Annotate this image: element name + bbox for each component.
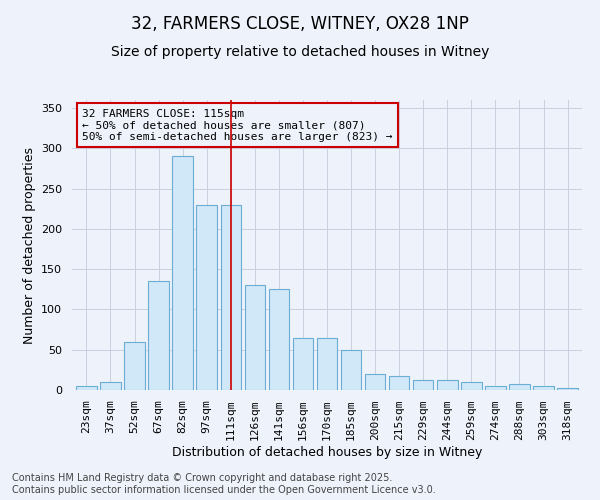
Y-axis label: Number of detached properties: Number of detached properties (23, 146, 35, 344)
Bar (533, 386, 554, 390)
Text: 32 FARMERS CLOSE: 115sqm
← 50% of detached houses are smaller (807)
50% of semi-: 32 FARMERS CLOSE: 115sqm ← 50% of detach… (82, 108, 392, 142)
Text: 32, FARMERS CLOSE, WITNEY, OX28 1NP: 32, FARMERS CLOSE, WITNEY, OX28 1NP (131, 15, 469, 33)
Bar (76, 386, 97, 390)
Bar (269, 290, 289, 390)
Bar (485, 386, 506, 390)
Bar (365, 374, 385, 390)
Bar (341, 350, 361, 390)
Bar (196, 204, 217, 390)
Bar (557, 388, 578, 390)
Text: Contains HM Land Registry data © Crown copyright and database right 2025.
Contai: Contains HM Land Registry data © Crown c… (12, 474, 436, 495)
Bar (461, 382, 482, 390)
Bar (413, 380, 433, 390)
Bar (124, 342, 145, 390)
Bar (148, 281, 169, 390)
Bar (437, 380, 458, 390)
Text: Size of property relative to detached houses in Witney: Size of property relative to detached ho… (111, 45, 489, 59)
Bar (293, 338, 313, 390)
Bar (245, 286, 265, 390)
Bar (317, 338, 337, 390)
Bar (100, 382, 121, 390)
X-axis label: Distribution of detached houses by size in Witney: Distribution of detached houses by size … (172, 446, 482, 459)
Bar (221, 204, 241, 390)
Bar (172, 156, 193, 390)
Bar (509, 384, 530, 390)
Bar (389, 376, 409, 390)
